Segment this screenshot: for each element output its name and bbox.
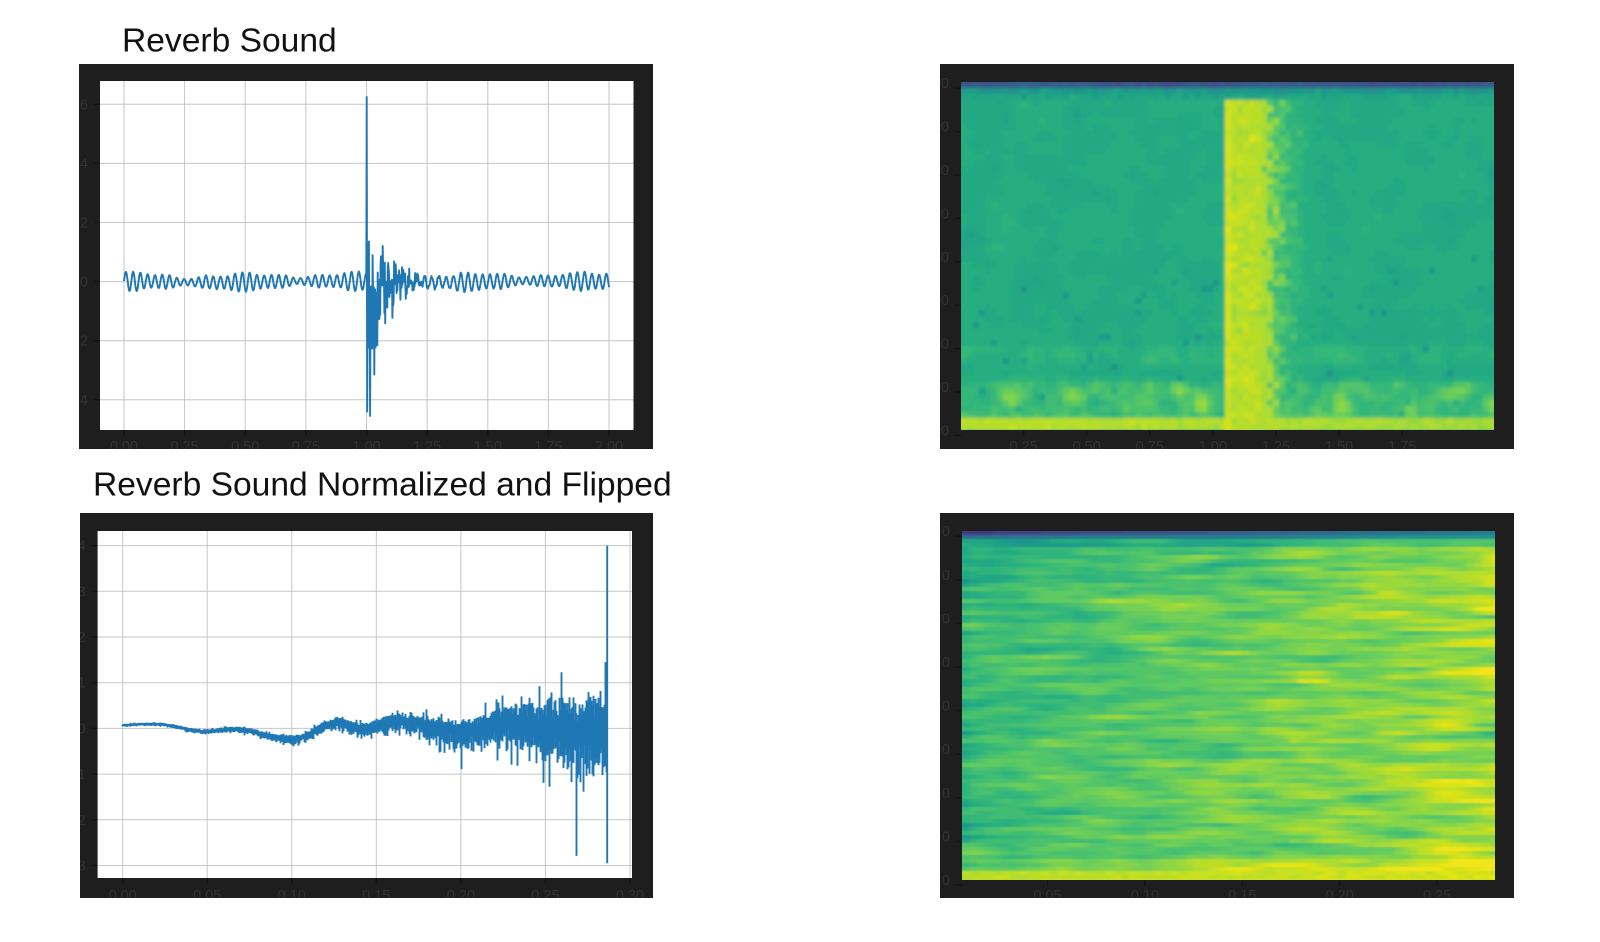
svg-text:0.2: 0.2 xyxy=(80,813,86,829)
svg-text:0.10: 0.10 xyxy=(278,888,306,898)
svg-text:0.3: 0.3 xyxy=(80,584,86,600)
svg-text:0.00: 0.00 xyxy=(109,888,137,898)
svg-text:0.4: 0.4 xyxy=(79,156,88,172)
svg-text:0.15: 0.15 xyxy=(1228,888,1256,898)
svg-text:0: 0 xyxy=(942,873,950,889)
svg-text:0.4: 0.4 xyxy=(80,539,86,555)
svg-text:0: 0 xyxy=(941,337,949,353)
svg-text:0: 0 xyxy=(942,524,950,540)
svg-text:0: 0 xyxy=(941,250,949,266)
svg-text:0: 0 xyxy=(941,206,949,222)
svg-text:0.2: 0.2 xyxy=(79,216,88,232)
svg-text:0.0: 0.0 xyxy=(79,275,88,291)
svg-text:0.05: 0.05 xyxy=(1033,888,1061,898)
svg-text:0.20: 0.20 xyxy=(1326,888,1354,898)
svg-text:1.25: 1.25 xyxy=(1262,439,1290,449)
svg-text:0.15: 0.15 xyxy=(362,888,390,898)
svg-text:0.10: 0.10 xyxy=(1131,888,1159,898)
svg-text:1.50: 1.50 xyxy=(474,439,502,449)
svg-text:0: 0 xyxy=(942,611,950,627)
svg-text:0.25: 0.25 xyxy=(1423,888,1451,898)
svg-text:1.00: 1.00 xyxy=(352,439,380,449)
svg-text:1.50: 1.50 xyxy=(1325,439,1353,449)
svg-text:0: 0 xyxy=(942,742,950,758)
svg-text:0.0: 0.0 xyxy=(80,721,86,737)
svg-text:1.00: 1.00 xyxy=(1199,439,1227,449)
svg-text:0.75: 0.75 xyxy=(1136,439,1164,449)
svg-text:0.75: 0.75 xyxy=(292,439,320,449)
svg-text:0.20: 0.20 xyxy=(447,888,475,898)
svg-text:0.2: 0.2 xyxy=(80,630,86,646)
svg-text:0.1: 0.1 xyxy=(80,767,86,783)
svg-text:0: 0 xyxy=(941,120,949,136)
svg-text:0.6: 0.6 xyxy=(79,97,88,113)
svg-text:0: 0 xyxy=(941,293,949,309)
svg-text:0.3: 0.3 xyxy=(80,859,86,875)
svg-text:0: 0 xyxy=(942,699,950,715)
svg-text:0.30: 0.30 xyxy=(616,888,644,898)
svg-text:0: 0 xyxy=(942,568,950,584)
svg-text:1.25: 1.25 xyxy=(413,439,441,449)
svg-text:0.00: 0.00 xyxy=(110,439,138,449)
svg-text:0: 0 xyxy=(941,76,949,92)
svg-text:1.75: 1.75 xyxy=(534,439,562,449)
svg-text:0: 0 xyxy=(942,655,950,671)
svg-text:0: 0 xyxy=(942,829,950,845)
svg-text:Reverb Sound Normalized and Fl: Reverb Sound Normalized and Flipped xyxy=(93,467,672,504)
svg-text:0: 0 xyxy=(941,163,949,179)
svg-text:0.25: 0.25 xyxy=(531,888,559,898)
svg-text:0.05: 0.05 xyxy=(193,888,221,898)
svg-text:1.75: 1.75 xyxy=(1388,439,1416,449)
svg-text:2.00: 2.00 xyxy=(595,439,623,449)
svg-text:0.4: 0.4 xyxy=(79,393,88,409)
svg-text:0.25: 0.25 xyxy=(170,439,198,449)
svg-text:0.50: 0.50 xyxy=(231,439,259,449)
svg-text:0.1: 0.1 xyxy=(80,676,86,692)
svg-text:0: 0 xyxy=(942,786,950,802)
svg-text:0.50: 0.50 xyxy=(1073,439,1101,449)
svg-text:0: 0 xyxy=(941,423,949,439)
svg-text:0.2: 0.2 xyxy=(79,334,88,350)
svg-text:0: 0 xyxy=(941,380,949,396)
svg-text:Reverb Sound: Reverb Sound xyxy=(122,23,337,60)
svg-text:0.25: 0.25 xyxy=(1009,439,1037,449)
